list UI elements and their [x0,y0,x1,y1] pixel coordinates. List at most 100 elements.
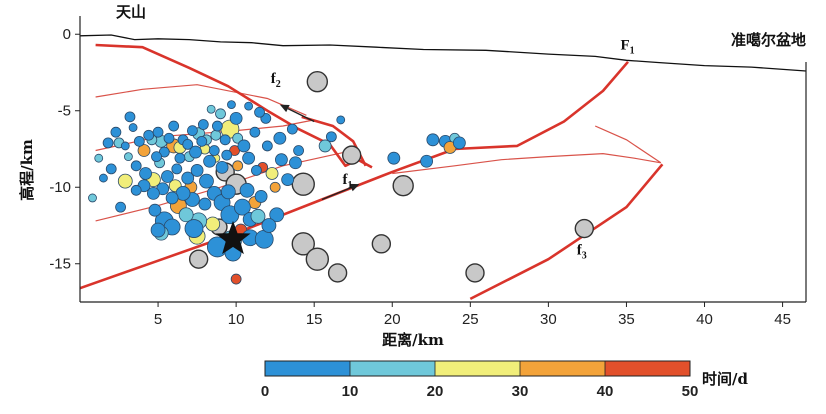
event-point [105,163,117,175]
event-point [146,186,160,200]
event-point [163,132,175,144]
fault-label: f1 [343,172,353,191]
event-point [336,115,346,125]
event-point [174,152,186,164]
event-point [227,100,236,110]
event-point [199,173,214,189]
event-point [161,170,174,183]
gray-event-point [306,70,329,93]
x-tick-label: 10 [228,311,245,328]
colorbar-segment [605,361,690,376]
gray-event-point [371,234,392,254]
gray-event-point [574,218,594,239]
place-label-left: 天山 [116,3,146,21]
fault-label-sub: 3 [582,251,587,262]
fault-label-main: F [620,38,629,54]
x-axis-title: 距离/km [382,331,444,349]
event-point [242,151,256,165]
event-point [152,126,164,138]
event-point [168,120,180,132]
event-point [110,126,122,138]
topography-layer [79,34,807,72]
event-point [196,135,208,147]
event-point [254,190,268,203]
event-point [229,111,243,125]
event-point [233,198,251,216]
event-point [230,273,242,285]
event-point [124,111,136,123]
event-point [151,151,162,163]
event-point [148,203,162,217]
fault-label-main: f [343,172,349,188]
mainshock-layer [215,220,251,255]
colorbar-segment [435,361,520,376]
gray-event-point [305,247,330,271]
event-point [198,197,212,211]
event-point [88,193,97,203]
event-point [210,129,222,141]
fault-label-main: f [577,243,583,259]
event-point [221,149,233,161]
minor-fault-1 [95,84,307,116]
fault-label: f2 [271,71,281,90]
gray-event-point [327,263,348,283]
x-tick-label: 15 [306,311,323,328]
event-point [197,119,209,130]
event-point [130,184,142,196]
event-point [239,182,255,198]
x-tick-label: 20 [384,311,401,328]
event-point [143,129,155,141]
event-point [115,201,126,213]
event-point [178,207,194,223]
event-point [265,167,279,180]
axes-layer: 5 10 15 20 25 30 35 40 45 0 -5 -10 -15 [49,16,807,328]
event-point [244,101,254,111]
event-point [182,139,194,150]
event-point [318,139,332,153]
topography-line [79,34,807,72]
event-point [281,173,295,186]
event-point [139,167,152,180]
event-point [102,137,114,149]
fault-label: f3 [577,243,587,262]
mainshock-star [215,220,251,255]
event-point [286,123,298,135]
event-point [325,131,337,143]
major-fault-4 [469,163,664,301]
x-tick-label: 45 [774,311,791,328]
event-point [205,216,221,232]
x-tick-label: 40 [696,311,713,328]
event-point [254,229,274,249]
event-point [261,140,273,152]
event-point [387,151,401,165]
colorbar-tick-label: 10 [342,383,359,400]
event-point [215,160,229,174]
event-point [452,136,466,150]
event-point [94,153,104,163]
event-point [137,144,151,157]
event-point [275,153,288,167]
x-tick-label: 5 [154,311,162,328]
arrows-layer [279,104,360,201]
event-point [220,205,240,225]
event-point [184,219,204,238]
y-tick-label: -10 [49,179,71,196]
place-label-right: 准噶尔盆地 [731,31,806,49]
event-point [117,173,133,189]
colorbar-segment [350,361,435,376]
event-point [189,145,202,159]
gray-event-point [291,172,315,196]
gray-event-point [341,145,362,165]
event-point [289,156,302,170]
fault-label-sub: 1 [630,46,635,57]
x-tick-label: 25 [462,311,479,328]
arrow-head-1 [279,104,290,113]
event-point [120,141,130,151]
x-tick-label: 35 [618,311,635,328]
event-point [133,135,145,147]
minor-fault-4 [392,125,662,175]
fault-label-sub: 2 [276,79,281,90]
x-tick-label: 30 [540,311,557,328]
colorbar-tick-label: 20 [427,383,444,400]
event-point [181,171,195,185]
